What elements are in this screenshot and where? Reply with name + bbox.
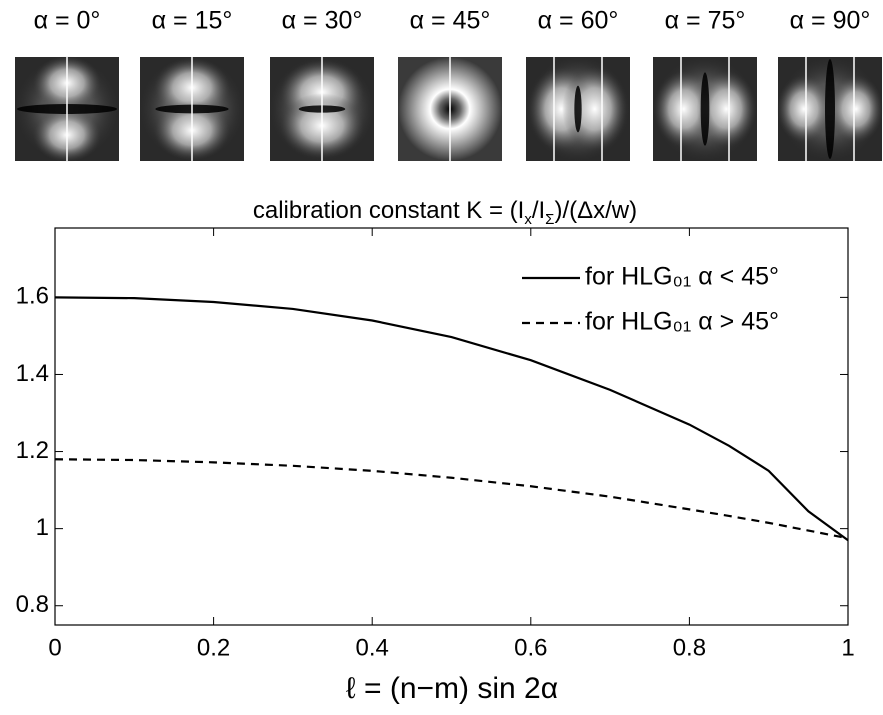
panel-label: α = 15° (152, 7, 233, 35)
panel-label: α = 60° (538, 7, 619, 35)
mode-image (140, 57, 244, 161)
mode-image (653, 57, 757, 161)
node (825, 59, 835, 159)
lobe (828, 75, 883, 143)
x-tick-label: 0.6 (514, 634, 547, 661)
x-tick-label: 0.2 (197, 634, 230, 661)
y-tick-label: 1.2 (16, 437, 49, 464)
title-part: )/(Δx/w) (554, 197, 637, 224)
node (700, 72, 710, 146)
node (574, 85, 582, 133)
x-tick-label: 0 (48, 634, 61, 661)
title-part: /I (532, 197, 545, 224)
y-tick-label: 1.6 (16, 283, 49, 310)
title-part: Σ (545, 211, 554, 228)
panel-label: α = 0° (34, 7, 101, 35)
x-tick-label: 0.8 (673, 634, 706, 661)
x-tick-label: 0.4 (356, 634, 389, 661)
lobe (562, 67, 628, 151)
mode-image (526, 57, 630, 161)
mode-image (776, 57, 883, 161)
y-tick-label: 1.4 (16, 360, 49, 387)
series-line (54, 458, 849, 540)
x-tick-label: 1 (841, 634, 854, 661)
legend-label: for HLG₀₁ α > 45° (585, 308, 779, 336)
panel-label: α = 75° (665, 7, 746, 35)
lobe (776, 75, 832, 143)
mode-image (398, 57, 502, 161)
mode-image (270, 57, 374, 161)
x-axis-label: ℓ = (n−m) sin 2α (346, 672, 558, 705)
title-part: x (524, 211, 532, 228)
y-tick-label: 0.8 (16, 591, 49, 618)
legend-label: for HLG₀₁ α < 45° (585, 263, 779, 291)
panel-label: α = 45° (410, 7, 491, 35)
panel-label: α = 30° (282, 7, 363, 35)
y-tick-label: 1 (36, 514, 49, 541)
title-part: calibration constant K = (I (253, 197, 524, 224)
lobe (653, 71, 714, 147)
panel-label: α = 90° (790, 7, 871, 35)
mode-image (15, 55, 119, 163)
chart-title: calibration constant K = (Ix/IΣ)/(Δx/w) (253, 197, 637, 228)
lobe (696, 71, 757, 147)
plot-frame (54, 227, 849, 626)
series-line (54, 296, 849, 542)
